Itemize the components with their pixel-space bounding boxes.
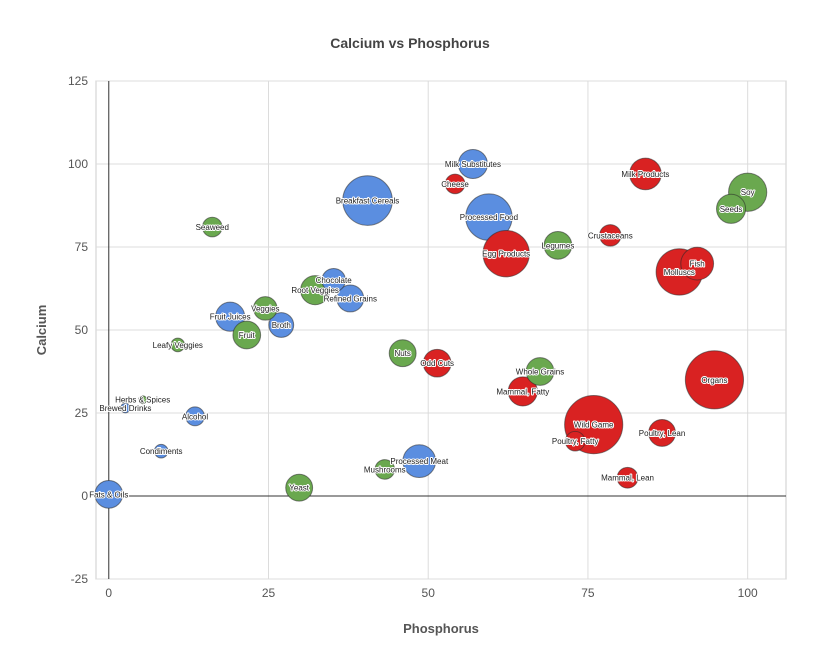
bubble[interactable] [336,284,365,313]
bubble-label: Mammal, Fatty [496,387,549,396]
bubble[interactable] [201,216,223,238]
y-tick-label: 75 [75,240,89,254]
bubble[interactable] [564,430,586,452]
bubble[interactable] [716,193,747,224]
bubble[interactable] [648,418,676,447]
bubble[interactable] [170,337,186,353]
bubble-label: Breakfast Cereals [336,197,400,206]
bubble[interactable] [232,320,262,350]
bubble-label: Herbs & Spices [115,396,170,405]
bubble-label: Whole Grains [516,368,564,377]
bubble-label: Odd Cuts [420,359,454,368]
bubble-label: Cheese [441,180,469,189]
bubble-label: Refined Grains [324,294,377,303]
bubble-label: Wild Game [574,421,614,430]
bubble[interactable] [444,173,466,195]
bubble[interactable] [94,479,124,509]
x-axis-title: Phosphorus [403,621,479,636]
bubble-label: Seeds [720,205,743,214]
x-tick-label: 100 [738,586,758,600]
bubble-label: Yeast [289,484,310,493]
bubble-label: Milk Products [621,170,669,179]
bubble-label: Crustaceans [588,231,633,240]
y-tick-label: -25 [71,572,89,586]
x-tick-label: 75 [581,586,595,600]
bubble[interactable] [684,350,745,410]
bubble-label: Root Veggies [291,286,339,295]
bubble[interactable] [285,473,314,502]
bubble-label: Processed Meat [390,457,449,466]
y-tick-label: 50 [75,323,89,337]
y-tick-label: 100 [68,157,88,171]
bubble[interactable] [215,301,246,332]
bubble-label: Fruit Juices [210,313,251,322]
bubble[interactable] [374,459,396,480]
bubble-layer [94,148,768,509]
bubble-label: Organs [701,376,727,385]
bubble[interactable] [599,224,622,247]
bubble-label: Egg Products [482,250,530,259]
bubble[interactable] [268,312,295,338]
bubble[interactable] [507,376,538,407]
bubble-label: Seaweed [196,223,229,232]
bubble-label: Broth [272,321,291,330]
bubble[interactable] [680,246,715,281]
bubble[interactable] [457,148,488,180]
bubble[interactable] [185,406,205,427]
bubble-label: Brewed Drinks [99,404,151,413]
x-tick-label: 0 [105,586,112,600]
bubble-label: Mushrooms [364,465,406,474]
bubble[interactable] [422,348,452,378]
bubble[interactable] [543,230,573,260]
bubble[interactable] [629,157,662,191]
bubble-label: Fruit [239,331,256,340]
bubble-label: Poultry, Lean [639,429,686,438]
axis-layer: -25 0 25 50 75 100 125 0 25 50 75 100 [68,74,786,600]
bubble-label: Molluscs [664,268,695,277]
bubble-label: Fats & Oils [89,490,128,499]
y-axis-title: Calcium [34,305,49,356]
bubble-label: Mammal, Lean [601,474,654,483]
chart-title: Calcium vs Phosphorus [330,35,490,51]
bubble[interactable] [120,402,131,414]
bubble[interactable] [153,443,169,459]
y-tick-label: 125 [68,74,88,88]
bubble[interactable] [482,229,530,278]
bubble-label: Alcohol [182,412,208,421]
grid-layer [95,80,787,580]
bubble-label: Fish [690,260,705,269]
bubble-label: Veggies [251,304,279,313]
y-tick-label: 0 [81,489,88,503]
bubble[interactable] [525,357,555,386]
bubble-label: Processed Food [460,213,518,222]
x-tick-label: 25 [262,586,276,600]
bubble-label: Leafy Veggies [153,341,203,350]
y-tick-label: 25 [75,406,89,420]
bubble-label: Soy [741,188,755,197]
bubble-label: Poultry, Fatty [552,437,599,446]
bubble[interactable] [342,175,393,226]
bubble[interactable] [253,296,278,321]
bubble[interactable] [138,395,148,405]
bubble-label: Milk Substitutes [445,160,501,169]
bubble-label: Nuts [394,349,410,358]
x-tick-label: 50 [422,586,436,600]
bubble[interactable] [616,466,639,489]
bubble[interactable] [402,444,437,479]
bubble-label: Chocolate [316,276,353,285]
bubble-label: Legumes [541,241,574,250]
bubble-label: Condiments [140,447,183,456]
bubble[interactable] [321,267,346,293]
bubble[interactable] [388,339,417,368]
